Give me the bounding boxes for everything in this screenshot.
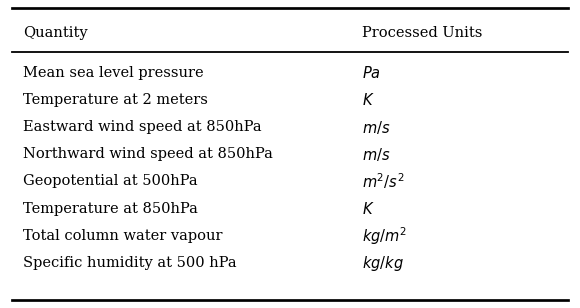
Text: Mean sea level pressure: Mean sea level pressure [23,66,204,80]
Text: Processed Units: Processed Units [362,26,483,40]
Text: $m^2/s^2$: $m^2/s^2$ [362,172,405,191]
Text: $Pa$: $Pa$ [362,65,381,81]
Text: Temperature at 850hPa: Temperature at 850hPa [23,202,198,216]
Text: Northward wind speed at 850hPa: Northward wind speed at 850hPa [23,147,273,161]
Text: Temperature at 2 meters: Temperature at 2 meters [23,93,208,107]
Text: $kg/kg$: $kg/kg$ [362,253,404,273]
Text: Geopotential at 500hPa: Geopotential at 500hPa [23,175,197,188]
Text: $m/s$: $m/s$ [362,146,391,163]
Text: $kg/m^2$: $kg/m^2$ [362,225,407,247]
Text: $m/s$: $m/s$ [362,119,391,136]
Text: Specific humidity at 500 hPa: Specific humidity at 500 hPa [23,256,237,270]
Text: Total column water vapour: Total column water vapour [23,229,222,243]
Text: Quantity: Quantity [23,26,88,40]
Text: $K$: $K$ [362,92,375,108]
Text: $K$: $K$ [362,201,375,217]
Text: Eastward wind speed at 850hPa: Eastward wind speed at 850hPa [23,120,262,134]
